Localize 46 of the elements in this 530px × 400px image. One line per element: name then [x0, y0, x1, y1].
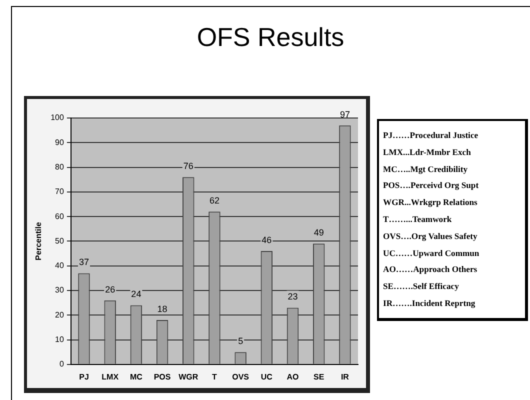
- x-tick-label: UC: [260, 372, 273, 382]
- chart-title: OFS Results: [196, 22, 346, 53]
- data-label: 24: [131, 289, 142, 300]
- data-label: 76: [183, 161, 194, 172]
- x-tick-label: SE: [314, 372, 325, 382]
- x-tick-label: IR: [340, 372, 350, 382]
- text: UC……Upward Commun: [383, 246, 480, 260]
- data-label: 5: [238, 336, 244, 346]
- text: IR…….Incident Reprtng: [383, 296, 476, 310]
- x-tick-label: WGR: [178, 372, 198, 382]
- data-label: 49: [314, 228, 324, 238]
- y-tick-label: 30: [55, 286, 64, 295]
- text: WGR...Wrkgrp Relations: [383, 196, 478, 210]
- y-tick-label: 10: [55, 334, 64, 344]
- text: PJ……Procedural Justice: [383, 129, 480, 142]
- y-tick-label: 70: [55, 187, 64, 196]
- data-label: 97: [340, 109, 350, 120]
- text: OVS….Org Values Safety: [383, 230, 478, 243]
- x-tick-label: LMX: [102, 372, 120, 382]
- y-tick-label: 50: [55, 236, 64, 246]
- x-tick-label: POS: [154, 372, 172, 382]
- x-tick-label: PJ: [79, 372, 89, 382]
- x-tick-label: AO: [286, 372, 299, 382]
- text: MC…..Mgt Credibility: [383, 162, 469, 176]
- data-label: 23: [288, 292, 298, 302]
- data-label: 46: [262, 235, 272, 246]
- text: LMX...Ldr-Mmbr Exch: [383, 146, 472, 159]
- y-tick-label: 60: [55, 212, 64, 221]
- y-axis-title: Percentile: [34, 222, 44, 260]
- y-tick-label: 100: [50, 113, 64, 122]
- y-tick-label: 20: [55, 310, 64, 320]
- data-label: 62: [209, 196, 220, 206]
- x-tick-label: T: [212, 372, 218, 382]
- data-label: 18: [157, 304, 168, 314]
- y-tick-label: 90: [55, 138, 64, 147]
- y-tick-label: 80: [55, 162, 64, 172]
- data-label: 37: [78, 257, 90, 268]
- text: POS….Perceivd Org Supt: [383, 179, 480, 192]
- x-tick-label: OVS: [232, 372, 250, 382]
- text: SE…….Self Efficacy: [383, 280, 460, 294]
- text: T……...Teamwork: [383, 212, 453, 226]
- text: AO……Approach Others: [383, 263, 478, 276]
- y-tick-label: 0: [59, 360, 64, 369]
- data-label: 26: [105, 284, 116, 294]
- x-tick-label: MC: [130, 372, 143, 382]
- y-tick-label: 40: [55, 261, 64, 270]
